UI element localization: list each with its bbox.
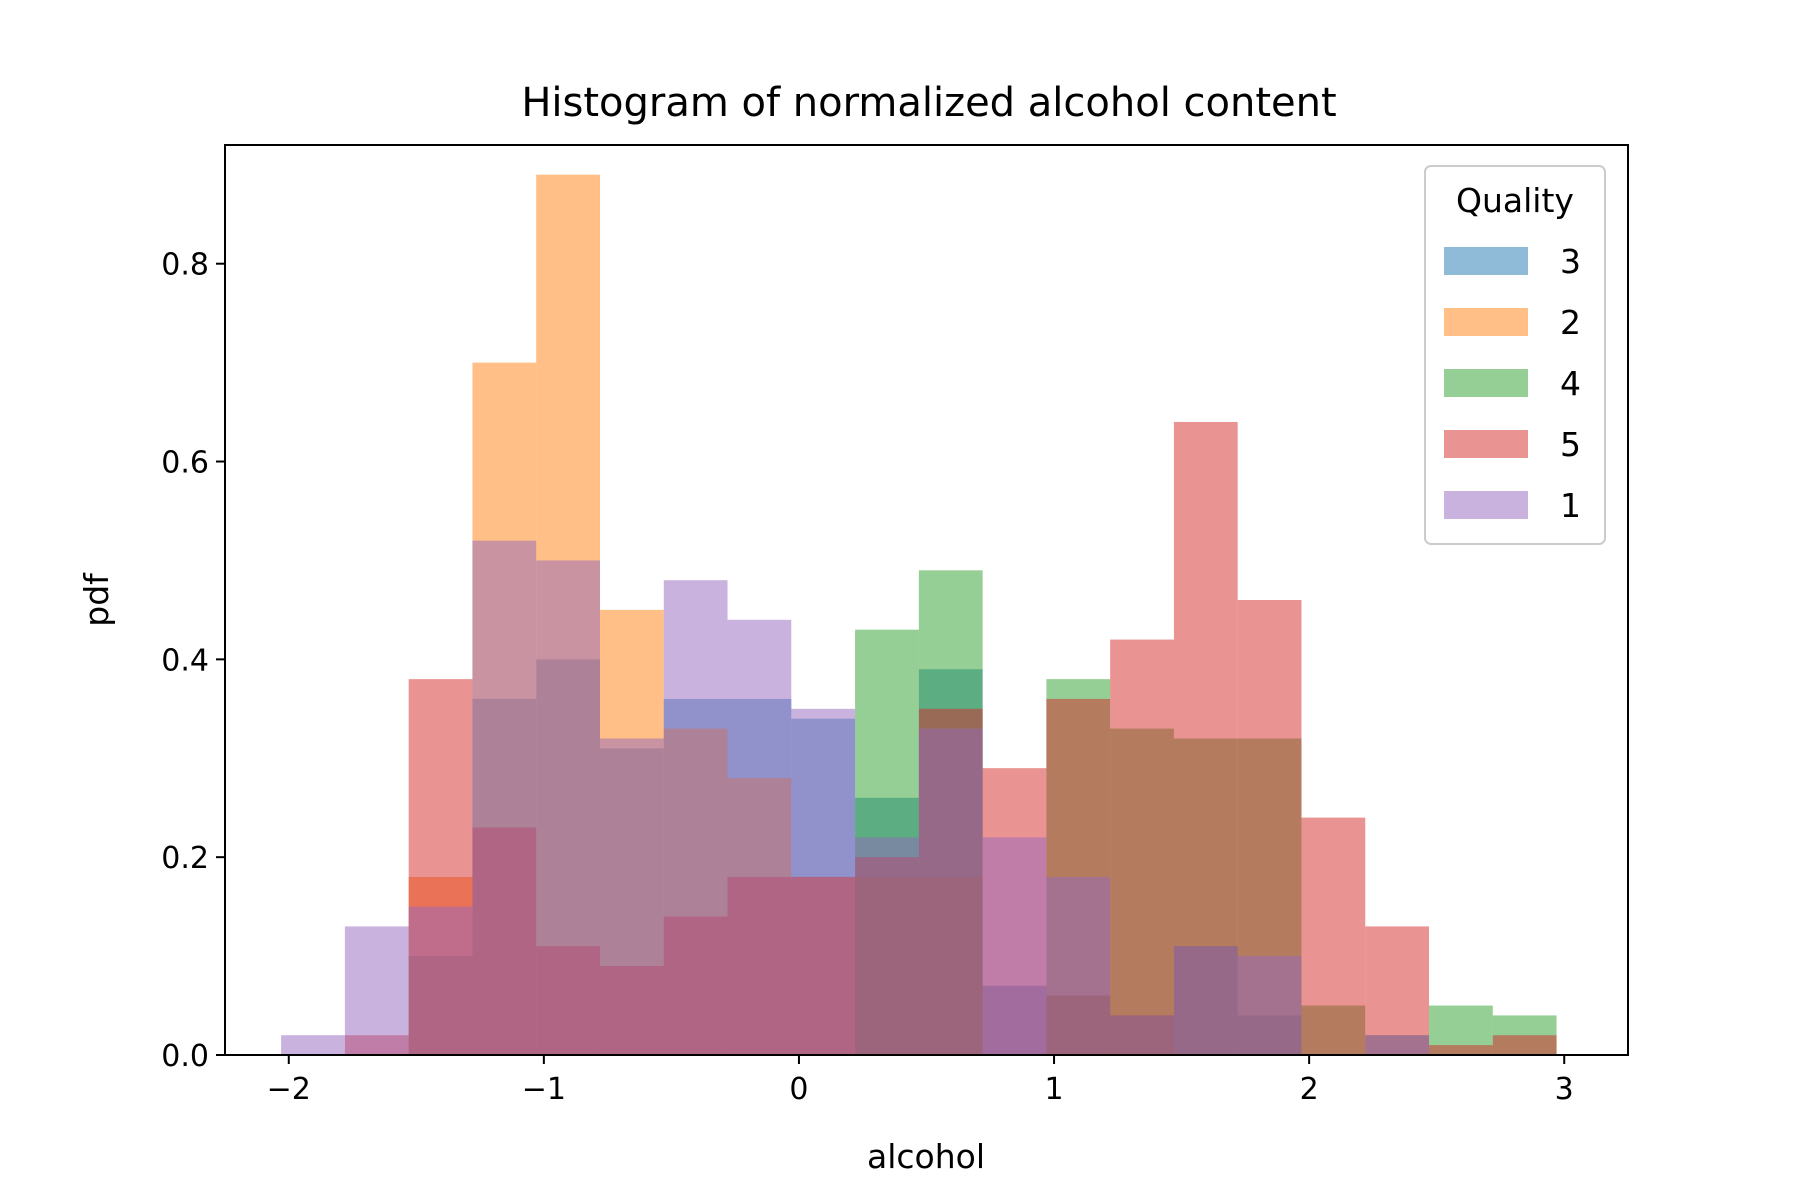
bar-quality-5-bin-19 — [1492, 1035, 1557, 1055]
legend-swatch-1 — [1444, 491, 1528, 519]
bar-quality-5-bin-13 — [1110, 639, 1174, 1055]
bar-quality-1-bin-5 — [599, 738, 664, 1055]
bar-quality-1-bin-4 — [536, 560, 600, 1055]
bar-quality-1-bin-15 — [1237, 956, 1302, 1055]
bar-quality-1-bin-11 — [982, 837, 1047, 1055]
bar-quality-1-bin-7 — [727, 619, 792, 1055]
x-tick-label: 2 — [1300, 1072, 1319, 1107]
legend-title: Quality — [1456, 181, 1574, 220]
legend-swatch-5 — [1444, 430, 1528, 458]
legend-swatch-4 — [1444, 369, 1528, 397]
x-axis-label: alcohol — [867, 1137, 985, 1176]
bar-quality-1-bin-0 — [281, 1035, 345, 1055]
x-axis-ticks: −2 −1 0 1 2 3 — [267, 1055, 1574, 1107]
legend-label-1: 1 — [1560, 486, 1581, 525]
y-axis-ticks: 0.0 0.2 0.4 0.6 0.8 — [161, 248, 225, 1074]
bar-quality-1-bin-1 — [344, 926, 409, 1055]
bar-quality-1-bin-2 — [408, 906, 473, 1055]
legend-label-4: 4 — [1560, 364, 1581, 403]
legend-label-5: 5 — [1560, 425, 1581, 464]
bar-quality-5-bin-17 — [1365, 926, 1430, 1055]
bar-quality-1-bin-12 — [1046, 876, 1111, 1055]
x-tick-label: 3 — [1555, 1072, 1574, 1107]
bar-quality-1-bin-3 — [472, 540, 537, 1055]
bar-quality-5-bin-18 — [1429, 1045, 1493, 1055]
legend-label-2: 2 — [1560, 303, 1581, 342]
bar-quality-1-bin-13 — [1110, 1015, 1174, 1055]
legend-label-3: 3 — [1560, 242, 1581, 281]
y-axis-label: pdf — [77, 572, 116, 627]
bar-quality-1-bin-17 — [1365, 1035, 1430, 1055]
x-tick-label: 1 — [1044, 1072, 1063, 1107]
bar-quality-1-bin-10 — [918, 728, 983, 1055]
bar-quality-5-bin-16 — [1301, 817, 1366, 1055]
bar-quality-1-bin-6 — [663, 580, 728, 1055]
bar-quality-1-bin-8 — [791, 708, 856, 1055]
series-1-bars — [281, 540, 1430, 1055]
legend: Quality 3 2 4 5 1 — [1424, 165, 1606, 545]
y-tick-label: 0.8 — [161, 248, 209, 283]
legend-swatch-3 — [1444, 247, 1528, 275]
bar-quality-1-bin-14 — [1173, 946, 1238, 1055]
y-tick-label: 0.4 — [161, 643, 209, 678]
x-tick-label: −1 — [522, 1072, 566, 1107]
bar-quality-1-bin-9 — [855, 837, 919, 1055]
x-tick-label: 0 — [789, 1072, 808, 1107]
legend-swatch-2 — [1444, 308, 1528, 336]
plot-area-frame — [224, 144, 1629, 1056]
histogram-bars — [281, 174, 1557, 1055]
y-tick-label: 0.0 — [161, 1039, 209, 1074]
y-tick-label: 0.6 — [161, 446, 209, 481]
legend-entries: 3 2 4 5 1 — [1444, 242, 1581, 525]
x-tick-label: −2 — [267, 1072, 311, 1107]
y-tick-label: 0.2 — [161, 841, 209, 876]
chart-title: Histogram of normalized alcohol content — [521, 80, 1336, 126]
